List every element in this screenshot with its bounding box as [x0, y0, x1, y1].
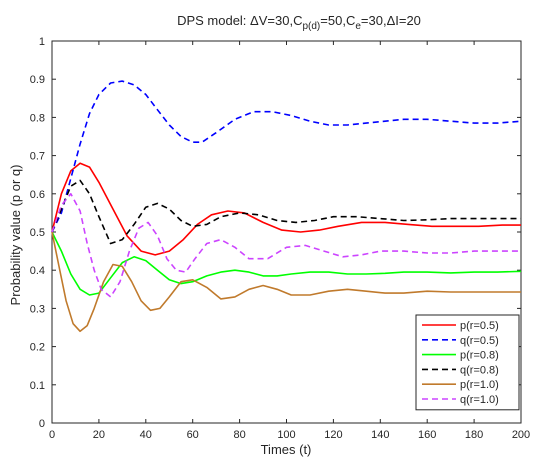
x-tick-label: 60: [187, 429, 199, 441]
legend-label-6: q(r=1.0): [460, 394, 499, 406]
x-tick-label: 20: [93, 429, 105, 441]
y-tick-label: 0: [39, 418, 45, 430]
series-line-5: [51, 231, 521, 333]
x-tick-label: 120: [324, 429, 342, 441]
y-tick-label: 0.3: [30, 303, 45, 315]
title-cp-subscript: p(d): [302, 21, 320, 32]
x-tick-label: 40: [140, 429, 152, 441]
legend-label-5: p(r=1.0): [460, 379, 499, 391]
title-di: ΔI=20: [387, 13, 421, 28]
title-prefix: DPS model:: [177, 13, 250, 28]
y-tick-label: 0.5: [30, 227, 45, 239]
x-tick-label: 80: [233, 429, 245, 441]
series-line-2: [51, 80, 522, 233]
title-ce-base: C: [346, 13, 355, 28]
legend-label-3: p(r=0.8): [460, 350, 499, 362]
title-ce-value: =30,: [361, 13, 387, 28]
y-tick-label: 0.2: [30, 342, 45, 354]
legend-label-1: p(r=0.5): [460, 320, 499, 332]
y-tick-label: 0.9: [30, 74, 45, 86]
series-line-6: [51, 193, 521, 298]
y-tick-label: 0.1: [30, 380, 45, 392]
title-ce-subscript: e: [355, 21, 361, 32]
x-tick-label: 0: [49, 429, 55, 441]
x-axis-label: Times (t): [261, 442, 312, 457]
x-tick-label: 160: [418, 429, 436, 441]
legend: p(r=0.5) q(r=0.5) p(r=0.8) q(r=0.8) p(r=1.0)…: [415, 314, 520, 411]
y-tick-label: 0.7: [30, 151, 45, 163]
y-tick-label: 0.4: [30, 265, 45, 277]
y-axis-label: Probability value (p or q): [8, 165, 23, 306]
series-line-1: [51, 162, 521, 256]
title-cp-base: C: [293, 13, 302, 28]
x-tick-label: 100: [277, 429, 295, 441]
x-tick-label: 180: [465, 429, 483, 441]
chart-title: DPS model: ΔV=30,Cp(d)=50,Ce=30,ΔI=20: [177, 13, 421, 32]
y-tick-label: 1: [39, 36, 45, 48]
title-dv: ΔV=30,: [250, 13, 293, 28]
legend-label-2: q(r=0.5): [460, 335, 499, 347]
y-tick-label: 0.6: [30, 189, 45, 201]
legend-label-4: q(r=0.8): [460, 364, 499, 376]
series-line-4: [51, 179, 521, 245]
y-tick-label: 0.8: [30, 112, 45, 124]
x-tick-label: 140: [371, 429, 389, 441]
title-cp-value: =50,: [320, 13, 346, 28]
x-tick-label: 200: [512, 429, 530, 441]
legend-box: [415, 314, 520, 411]
